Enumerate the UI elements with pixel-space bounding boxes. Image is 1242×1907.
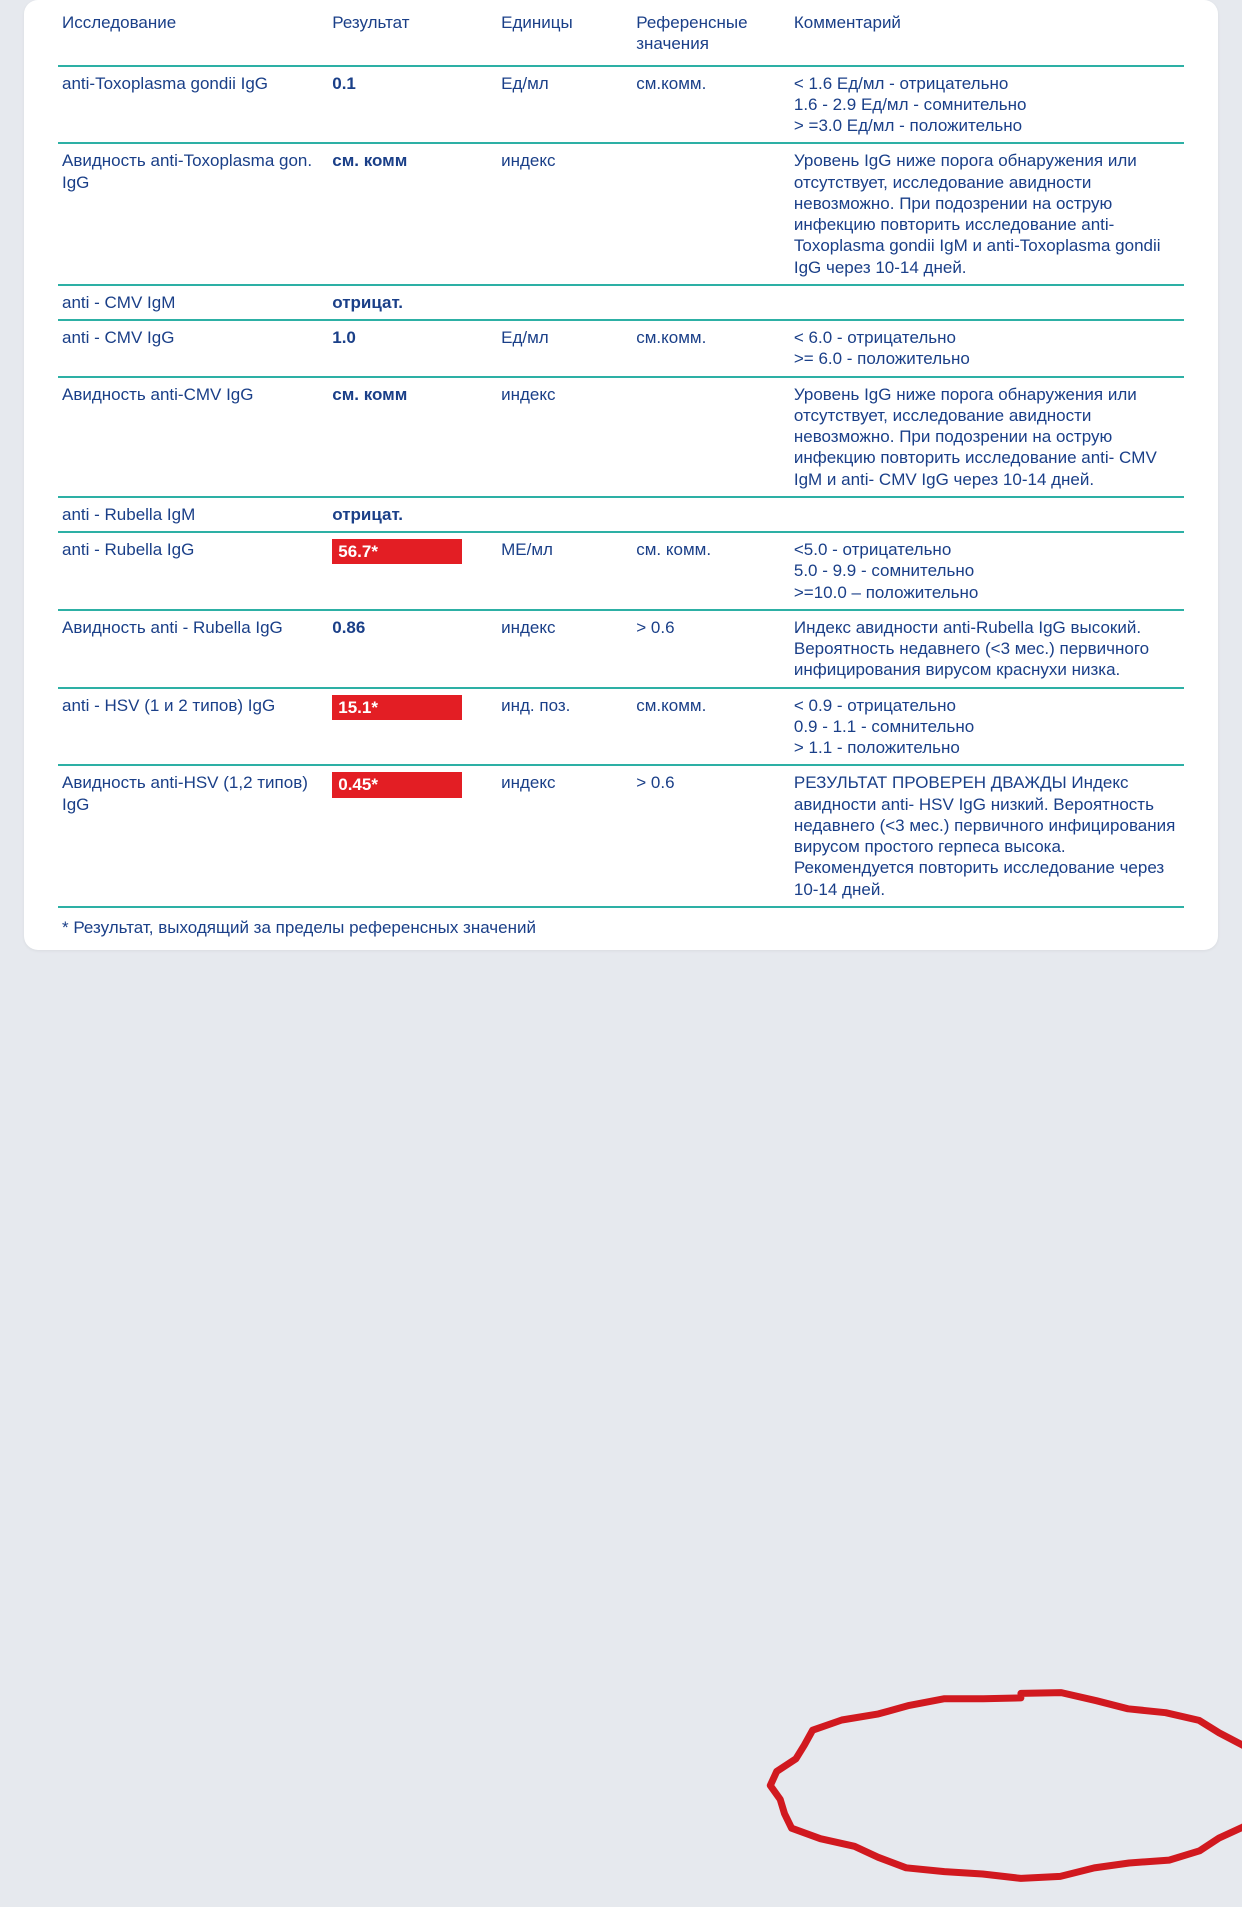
cell-result: 0.1 [328,66,497,144]
cell-comment: <5.0 - отрицательно5.0 - 9.9 - сомнитель… [790,532,1184,610]
cell-units: инд. поз. [497,688,632,766]
cell-units: индекс [497,377,632,497]
cell-reference [632,377,790,497]
cell-result: 0.45* [328,765,497,906]
table-row: Авидность anti-HSV (1,2 типов) IgG0.45* и… [58,765,1184,906]
page-container: Исследование Результат Единицы Референсн… [0,0,1242,957]
cell-units [497,497,632,532]
cell-result: 1.0 [328,320,497,377]
cell-test: anti - Rubella IgM [58,497,328,532]
cell-reference [632,143,790,285]
cell-units: индекс [497,143,632,285]
cell-reference: > 0.6 [632,610,790,688]
cell-reference: см. комм. [632,532,790,610]
table-row: anti - Rubella IgMотрицат. [58,497,1184,532]
cell-reference [632,497,790,532]
cell-reference: см.комм. [632,688,790,766]
table-row: anti - CMV IgMотрицат. [58,285,1184,320]
table-row: anti - HSV (1 и 2 типов) IgG15.1* инд. по… [58,688,1184,766]
cell-comment: < 0.9 - отрицательно0.9 - 1.1 - сомнител… [790,688,1184,766]
cell-test: anti - CMV IgG [58,320,328,377]
cell-comment [790,497,1184,532]
cell-test: anti - HSV (1 и 2 типов) IgG [58,688,328,766]
cell-units [497,285,632,320]
flagged-result-badge: 15.1* [332,695,462,720]
header-comment: Комментарий [790,0,1184,66]
cell-result: 56.7* [328,532,497,610]
cell-test: anti-Toxoplasma gondii IgG [58,66,328,144]
cell-units: индекс [497,765,632,906]
table-row: Авидность anti-CMV IgGсм. комминдекс Уров… [58,377,1184,497]
header-reference: Референсные значения [632,0,790,66]
cell-reference: см.комм. [632,66,790,144]
cell-units: МЕ/мл [497,532,632,610]
table-row: Авидность anti - Rubella IgG0.86индекс> … [58,610,1184,688]
table-row: anti - CMV IgG1.0Ед/млсм.комм.< 6.0 - от… [58,320,1184,377]
table-row: anti-Toxoplasma gondii IgG0.1Ед/млсм.ком… [58,66,1184,144]
cell-comment: РЕЗУЛЬТАТ ПРОВЕРЕН ДВАЖДЫ Индекс авиднос… [790,765,1184,906]
annotation-circle [24,950,1242,1907]
footnote: * Результат, выходящий за пределы рефере… [58,906,1184,938]
results-sheet: Исследование Результат Единицы Референсн… [24,0,1218,950]
cell-units: индекс [497,610,632,688]
flagged-result-badge: 0.45* [332,772,462,797]
cell-result: отрицат. [328,497,497,532]
cell-units: Ед/мл [497,66,632,144]
cell-test: Авидность anti - Rubella IgG [58,610,328,688]
cell-reference: > 0.6 [632,765,790,906]
cell-test: anti - CMV IgM [58,285,328,320]
cell-test: Авидность anti-CMV IgG [58,377,328,497]
table-row: Авидность anti-Toxoplasma gon. IgGсм. ко… [58,143,1184,285]
table-header-row: Исследование Результат Единицы Референсн… [58,0,1184,66]
cell-comment: Индекс авидности anti-Rubella IgG высоки… [790,610,1184,688]
cell-result: см. комм [328,377,497,497]
header-test: Исследование [58,0,328,66]
header-result: Результат [328,0,497,66]
cell-result: см. комм [328,143,497,285]
table-row: anti - Rubella IgG56.7* МЕ/млсм. комм.<5.… [58,532,1184,610]
cell-result: отрицат. [328,285,497,320]
cell-result: 15.1* [328,688,497,766]
cell-test: Авидность anti-Toxoplasma gon. IgG [58,143,328,285]
lab-results-table: Исследование Результат Единицы Референсн… [58,0,1184,906]
cell-comment: < 6.0 - отрицательно>= 6.0 - положительн… [790,320,1184,377]
cell-units: Ед/мл [497,320,632,377]
header-units: Единицы [497,0,632,66]
cell-reference: см.комм. [632,320,790,377]
cell-comment [790,285,1184,320]
flagged-result-badge: 56.7* [332,539,462,564]
cell-comment: Уровень IgG ниже порога обнаружения или … [790,143,1184,285]
cell-comment: < 1.6 Ед/мл - отрицательно1.6 - 2.9 Ед/м… [790,66,1184,144]
cell-test: Авидность anti-HSV (1,2 типов) IgG [58,765,328,906]
cell-test: anti - Rubella IgG [58,532,328,610]
cell-comment: Уровень IgG ниже порога обнаружения или … [790,377,1184,497]
cell-result: 0.86 [328,610,497,688]
cell-reference [632,285,790,320]
